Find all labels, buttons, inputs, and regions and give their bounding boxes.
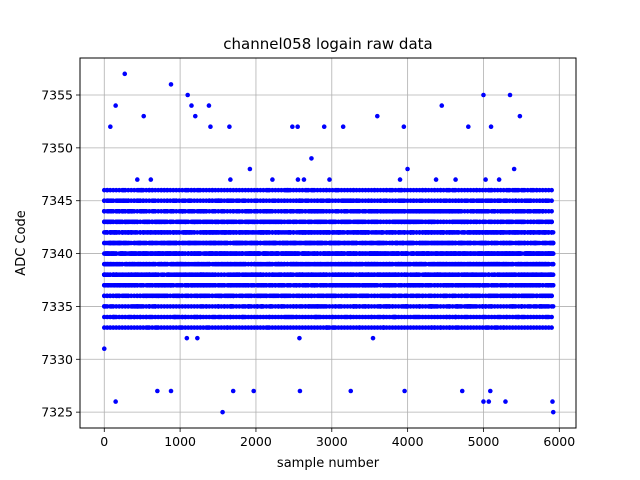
data-point bbox=[148, 177, 154, 182]
data-point bbox=[549, 325, 554, 330]
data-point bbox=[453, 177, 458, 182]
data-point bbox=[483, 177, 488, 182]
data-points bbox=[101, 71, 556, 415]
data-point bbox=[397, 177, 403, 182]
data-point bbox=[297, 335, 302, 341]
data-point bbox=[370, 335, 376, 341]
data-point bbox=[496, 177, 502, 182]
data-point bbox=[549, 314, 554, 320]
data-point bbox=[295, 177, 301, 182]
data-point bbox=[549, 293, 554, 299]
data-point bbox=[549, 282, 554, 288]
data-point bbox=[301, 177, 307, 182]
data-point bbox=[247, 166, 253, 172]
data-point bbox=[135, 177, 140, 182]
data-point bbox=[405, 166, 410, 172]
data-point bbox=[184, 335, 190, 341]
data-point bbox=[101, 346, 107, 352]
data-point bbox=[270, 177, 275, 182]
data-point bbox=[309, 156, 314, 161]
data-point bbox=[327, 177, 332, 182]
data-point bbox=[433, 177, 439, 182]
data-point bbox=[228, 177, 233, 182]
data-point bbox=[511, 166, 517, 172]
data-point bbox=[195, 335, 200, 341]
data-point bbox=[549, 304, 554, 309]
